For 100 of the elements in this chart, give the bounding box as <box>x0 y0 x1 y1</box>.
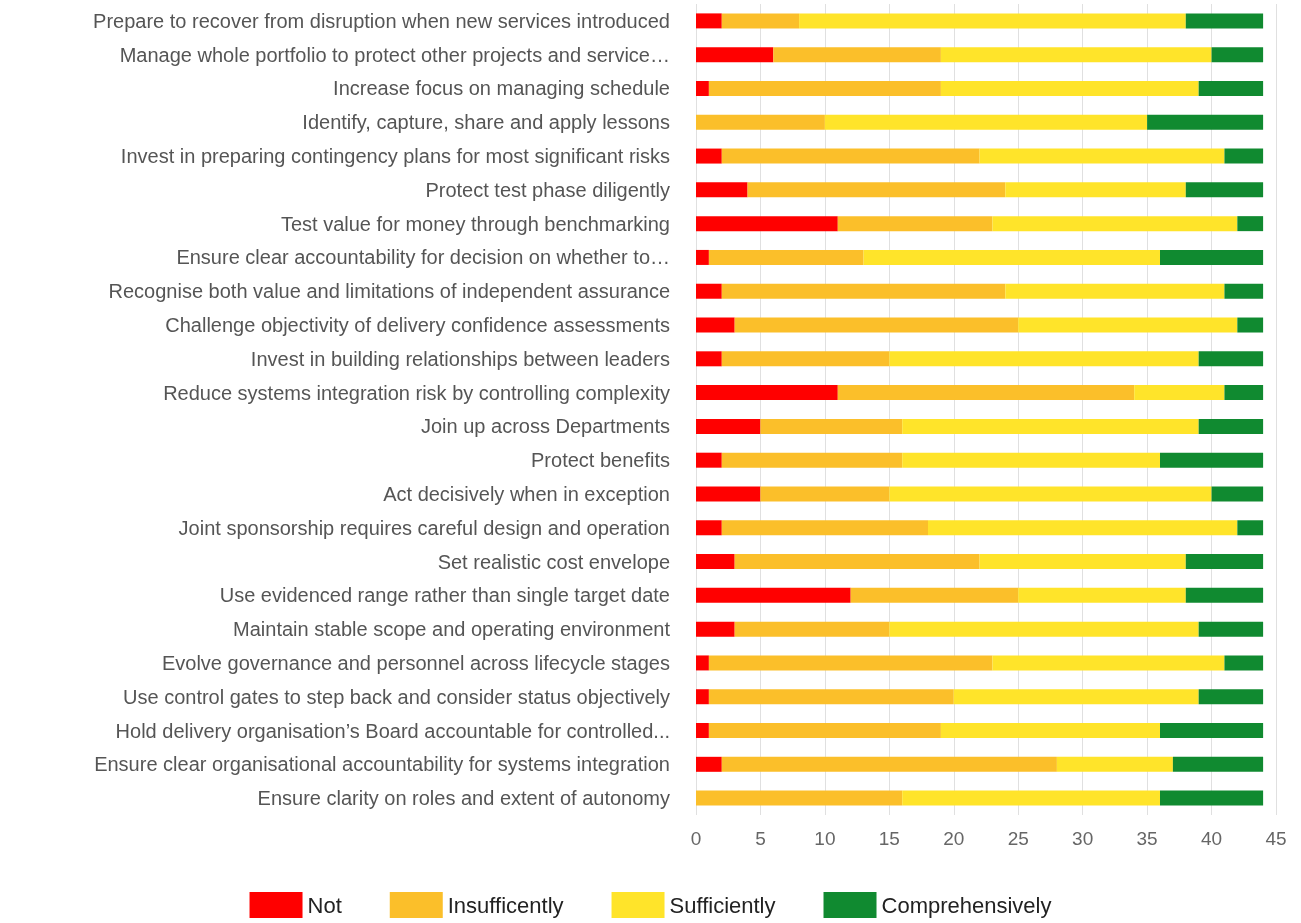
bar <box>721 148 980 164</box>
bar <box>1160 452 1264 468</box>
y-tick-label: Challenge objectivity of delivery confidence assessments <box>165 314 670 337</box>
bar <box>889 351 1199 367</box>
bar <box>773 47 941 63</box>
bar <box>696 317 735 333</box>
bar <box>992 216 1238 232</box>
y-tick-label: Invest in building relationships between leaders <box>250 347 670 370</box>
x-tick-label: 30 <box>1072 828 1094 849</box>
bar <box>721 283 1006 299</box>
bar <box>747 182 1006 198</box>
bar <box>721 520 928 536</box>
y-tick-label: Protect benefits <box>531 449 670 472</box>
bar <box>979 554 1186 570</box>
legend-label: Insufficently <box>447 892 564 918</box>
bar <box>1160 249 1264 265</box>
bar <box>863 249 1160 265</box>
bar <box>1198 689 1264 705</box>
bar <box>1198 351 1264 367</box>
bar <box>760 418 903 434</box>
y-tick-label: Ensure clear organisational accountability for systems integration <box>94 753 670 776</box>
bar <box>734 554 980 570</box>
bar <box>696 756 722 772</box>
bar <box>1198 418 1264 434</box>
bar <box>1005 283 1225 299</box>
bar <box>889 621 1199 637</box>
bar <box>1005 182 1186 198</box>
bar <box>696 418 761 434</box>
y-tick-label: Increase focus on managing schedule <box>333 77 670 100</box>
bar <box>708 723 941 739</box>
bar <box>696 486 761 502</box>
x-tick-label: 35 <box>1136 828 1158 849</box>
bar <box>1237 317 1264 333</box>
bar <box>708 655 993 671</box>
y-tick-label: Ensure clear accountability for decision on whether to… <box>176 246 670 269</box>
bar <box>696 216 838 232</box>
x-tick-label: 20 <box>943 828 965 849</box>
x-tick-label: 0 <box>690 828 702 849</box>
y-tick-label: Protect test phase diligently <box>425 178 670 201</box>
x-tick-label: 25 <box>1007 828 1029 849</box>
bar <box>696 655 709 671</box>
y-tick-label: Hold delivery organisation’s Board accountable for controlled... <box>115 719 670 742</box>
y-tick-label: Invest in preparing contingency plans for most significant risks <box>120 145 670 168</box>
bar <box>696 689 709 705</box>
y-tick-label: Manage whole portfolio to protect other projects and service… <box>119 43 670 66</box>
bar <box>696 385 838 401</box>
bar <box>1160 790 1264 806</box>
bar <box>696 520 722 536</box>
legend-label: Not <box>307 892 342 918</box>
bar <box>902 452 1160 468</box>
bar <box>928 520 1238 536</box>
bar <box>953 689 1199 705</box>
bar <box>696 723 709 739</box>
bar <box>1198 80 1264 96</box>
bar <box>734 621 890 637</box>
bar <box>696 351 722 367</box>
bar <box>1224 385 1264 401</box>
bar <box>1224 148 1264 164</box>
y-tick-label: Identify, capture, share and apply lessons <box>302 111 670 134</box>
y-tick-label: Act decisively when in exception <box>383 482 670 505</box>
x-tick-label: 10 <box>814 828 836 849</box>
bar <box>1185 554 1264 570</box>
x-tick-label: 40 <box>1200 828 1223 849</box>
bar <box>721 351 890 367</box>
y-tick-label: Recognise both value and limitations of independent assurance <box>108 280 670 303</box>
bar <box>1211 47 1264 63</box>
bar <box>721 13 800 29</box>
bar <box>1160 723 1264 739</box>
bar <box>696 452 722 468</box>
bar <box>696 554 735 570</box>
bar <box>696 114 825 130</box>
bar <box>734 317 1019 333</box>
bar <box>992 655 1225 671</box>
bar <box>1147 114 1264 130</box>
y-tick-label: Ensure clarity on roles and extent of autonomy <box>257 787 670 810</box>
bar <box>902 790 1160 806</box>
bar <box>902 418 1199 434</box>
x-tick-label: 45 <box>1265 828 1287 849</box>
bar <box>1237 520 1264 536</box>
bar <box>1134 385 1225 401</box>
bar <box>850 587 1019 603</box>
bar <box>696 587 851 603</box>
y-tick-label: Reduce systems integration risk by controlling complexity <box>163 381 670 404</box>
bar <box>696 80 709 96</box>
bar <box>708 80 941 96</box>
bar <box>799 13 1186 29</box>
bar <box>1224 283 1264 299</box>
bar <box>760 486 890 502</box>
bar <box>837 385 1135 401</box>
bar <box>979 148 1225 164</box>
y-tick-label: Maintain stable scope and operating environment <box>233 618 671 641</box>
bar <box>708 249 864 265</box>
y-tick-label: Joint sponsorship requires careful design and operation <box>178 516 670 539</box>
bar <box>696 621 735 637</box>
y-tick-label: Prepare to recover from disruption when new services introduced <box>93 9 670 32</box>
bar <box>696 249 709 265</box>
y-tick-label: Join up across Departments <box>420 415 670 438</box>
bar <box>721 756 1057 772</box>
bar <box>837 216 993 232</box>
bar <box>721 452 903 468</box>
